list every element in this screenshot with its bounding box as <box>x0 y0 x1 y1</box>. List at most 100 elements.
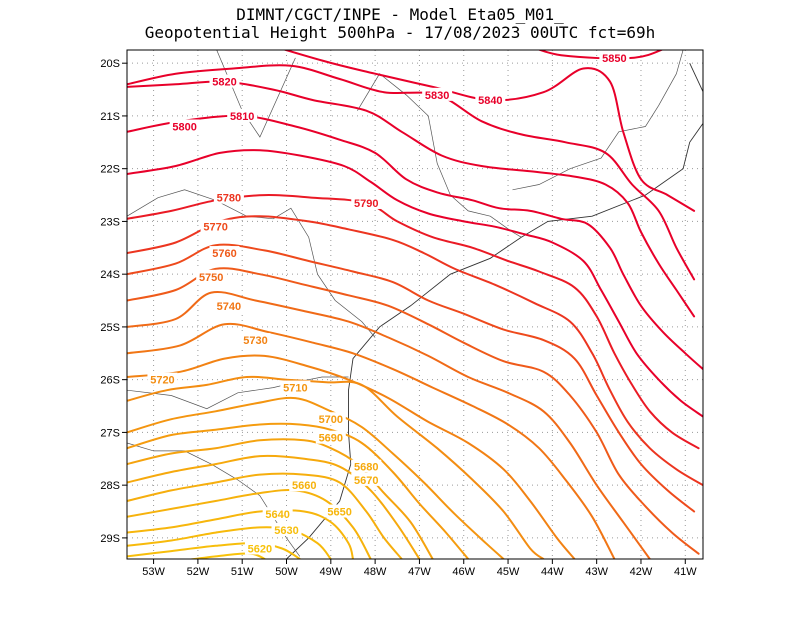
contour-label-bg <box>289 478 320 492</box>
x-tick-label: 42W <box>630 566 653 578</box>
contour-label-bg <box>351 195 382 209</box>
contour-5700 <box>127 422 470 559</box>
contour-label-5680: 5680 <box>354 462 378 474</box>
y-tick-label: 25S <box>100 322 120 334</box>
contour-label-bg <box>244 541 275 555</box>
contour-label-bg <box>280 380 311 394</box>
contour-label-5740: 5740 <box>217 301 241 313</box>
contour-label-5710: 5710 <box>283 383 307 395</box>
x-tick-label: 44W <box>541 566 564 578</box>
y-tick-label: 22S <box>100 164 120 176</box>
contour-label-5630: 5630 <box>274 525 298 537</box>
y-tick-label: 24S <box>100 269 120 281</box>
contour-label-bg <box>200 219 231 233</box>
coastline <box>286 63 703 559</box>
contour-label-5780: 5780 <box>217 193 241 205</box>
x-tick-label: 51W <box>231 566 254 578</box>
y-tick-label: 29S <box>100 533 120 545</box>
contour-label-5770: 5770 <box>203 222 227 234</box>
contour-label-5760: 5760 <box>212 248 236 260</box>
contour-label-5620: 5620 <box>248 543 272 555</box>
contour-label-bg <box>209 74 240 88</box>
contour-5800 <box>127 149 703 418</box>
x-tick-label: 48W <box>364 566 387 578</box>
state-border <box>127 442 301 557</box>
contour-5730 <box>127 354 576 559</box>
contour-label-5820: 5820 <box>212 77 236 89</box>
contour-label-5730: 5730 <box>243 335 267 347</box>
contour-5770 <box>127 243 696 513</box>
contour-5850 <box>536 50 664 60</box>
state-border <box>512 50 684 191</box>
title-line-1: DIMNT/CGCT/INPE - Model Eta05_M01_ <box>236 5 564 24</box>
contour-label-bg <box>262 507 293 521</box>
contour-label-bg <box>422 87 453 101</box>
contour-label-bg <box>324 504 355 518</box>
contour-label-bg <box>196 269 227 283</box>
contour-5820 <box>127 80 696 318</box>
contour-5620 <box>187 552 267 559</box>
contour-5670 <box>127 472 403 559</box>
contour-label-5640: 5640 <box>265 509 289 521</box>
x-tick-label: 43W <box>585 566 608 578</box>
x-tick-label: 53W <box>142 566 165 578</box>
contour-label-5840: 5840 <box>478 95 502 107</box>
contour-5810 <box>127 114 703 371</box>
contour-label-bg <box>271 522 302 536</box>
y-tick-label: 20S <box>100 58 120 70</box>
contour-label-5660: 5660 <box>292 480 316 492</box>
contour-5630 <box>127 542 301 559</box>
x-tick-label: 47W <box>408 566 431 578</box>
x-tick-label: 41W <box>674 566 697 578</box>
y-tick-label: 28S <box>100 480 120 492</box>
contour-5660 <box>127 489 372 559</box>
contour-5740 <box>127 322 616 559</box>
contour-5830 <box>127 64 696 281</box>
contour-label-5790: 5790 <box>354 198 378 210</box>
contour-label-5690: 5690 <box>319 433 343 445</box>
contour-5750 <box>127 290 651 559</box>
y-tick-label: 26S <box>100 375 120 387</box>
contour-5710 <box>127 396 505 559</box>
contour-label-bg <box>475 93 506 107</box>
contour-label-5720: 5720 <box>150 375 174 387</box>
plot-frame <box>126 49 704 560</box>
axis-ticks: 53W 52W 51W 50W 49W 48W 47W 46W 45W 44W 43W 42W 41W 2… <box>100 58 697 578</box>
contour-label-5670: 5670 <box>354 475 378 487</box>
contour-label-5700: 5700 <box>319 414 343 426</box>
y-tick-label: 21S <box>100 111 120 123</box>
contour-5780 <box>127 215 703 487</box>
contour-labels: 5850 5840 5830 5820 5810 5800 5790 5780 5770 5760… <box>147 50 630 555</box>
contour-label-5850: 5850 <box>602 53 626 65</box>
contour-label-bg <box>351 459 382 473</box>
contour-label-bg <box>227 108 258 122</box>
y-tick-label: 27S <box>100 427 120 439</box>
title-line-2: Geopotential Height 500hPa - 17/08/2023 … <box>144 23 656 42</box>
x-tick-label: 49W <box>320 566 343 578</box>
contour-label-bg <box>351 472 382 486</box>
contour-lines <box>127 50 703 559</box>
contour-label-bg <box>169 119 200 133</box>
contour-label-bg <box>240 333 271 347</box>
contour-label-bg <box>209 246 240 260</box>
contour-label-bg <box>147 372 178 386</box>
state-border <box>127 189 376 338</box>
contour-label-bg <box>315 412 346 426</box>
contour-5720 <box>127 375 545 559</box>
y-tick-label: 23S <box>100 216 120 228</box>
contour-label-bg <box>213 298 244 312</box>
contour-label-bg <box>213 190 244 204</box>
contour-label-5650: 5650 <box>327 507 351 519</box>
contour-5760 <box>127 267 700 555</box>
state-border <box>357 73 522 238</box>
contour-label-5750: 5750 <box>199 272 223 284</box>
x-tick-label: 52W <box>187 566 210 578</box>
state-border <box>127 376 349 410</box>
contour-label-5830: 5830 <box>425 90 449 102</box>
contour-label-bg <box>599 50 630 64</box>
contour-5840 <box>282 50 696 212</box>
contour-label-5800: 5800 <box>172 121 196 133</box>
contour-5790 <box>127 194 700 450</box>
contour-label-bg <box>315 430 346 444</box>
